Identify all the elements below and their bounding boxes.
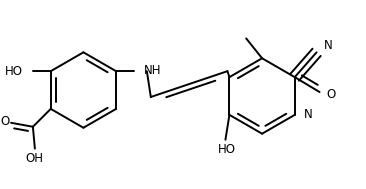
Text: HO: HO <box>217 143 235 156</box>
Text: OH: OH <box>26 152 44 165</box>
Text: N: N <box>304 108 313 121</box>
Text: HO: HO <box>5 65 23 78</box>
Text: O: O <box>0 115 10 128</box>
Text: NH: NH <box>144 64 161 77</box>
Text: O: O <box>326 88 336 101</box>
Text: N: N <box>324 39 332 52</box>
